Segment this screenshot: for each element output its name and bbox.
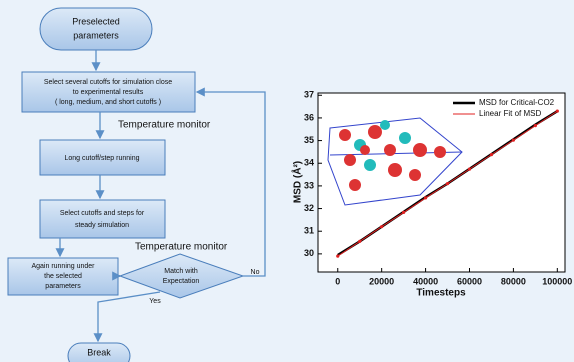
x-axis-label: Timesteps — [416, 288, 466, 299]
annotation: Temperature monitor — [118, 120, 211, 131]
point — [490, 153, 493, 156]
x-tick-label: 40000 — [413, 276, 438, 286]
y-axis-label: MSD (Å²) — [291, 161, 304, 203]
node-text: Preselected — [72, 16, 120, 26]
node-text: ( long, medium, and short cutoffs ) — [55, 99, 161, 106]
point — [534, 124, 537, 127]
y-tick-label: 31 — [304, 226, 314, 236]
point — [468, 168, 471, 171]
point — [424, 196, 427, 199]
x-tick-label: 80000 — [501, 276, 526, 286]
node-text: Expectation — [163, 278, 200, 285]
node-text: Match with — [164, 268, 198, 275]
process-node — [40, 200, 165, 238]
point — [358, 240, 361, 243]
point — [402, 211, 405, 214]
node-text: parameters — [45, 283, 81, 290]
y-tick-label: 33 — [304, 180, 314, 190]
start-node — [40, 8, 152, 50]
chart: MSD (Å²) Timesteps 30 31 32 33 34 35 36 37 0 2000… — [291, 90, 573, 299]
y-tick-label: 32 — [304, 203, 314, 213]
annotation: Temperature monitor — [135, 242, 228, 253]
y-tick-label: 37 — [304, 90, 314, 100]
y-tick-label: 36 — [304, 112, 314, 122]
x-tick-label: 100000 — [542, 276, 572, 286]
edge-label: Yes — [149, 298, 161, 305]
point — [512, 139, 515, 142]
y-tick-label: 30 — [304, 248, 314, 258]
node-text: parameters — [73, 30, 119, 40]
x-tick-label: 60000 — [457, 276, 482, 286]
y-tick-label: 34 — [304, 158, 314, 168]
y-tick-label: 35 — [304, 135, 314, 145]
node-text: Again running under — [31, 263, 95, 270]
x-tick-label: 20000 — [369, 276, 394, 286]
node-text: steady simulation — [75, 222, 129, 229]
node-text: to experimental results — [73, 89, 144, 96]
point — [556, 110, 559, 113]
node-text: Break — [87, 347, 111, 357]
edge-label: No — [251, 269, 260, 276]
legend-label: MSD for Critical-CO2 — [479, 98, 555, 107]
node-text: the selected — [44, 273, 82, 280]
x-tick-label: 0 — [335, 276, 340, 286]
node-text: Select several cutoffs for simulation cl… — [44, 79, 172, 86]
legend-label: Linear Fit of MSD — [479, 109, 541, 118]
node-text: Select cutoffs and steps for — [60, 210, 145, 217]
point — [336, 255, 339, 258]
node-text: Long cutoff/step running — [65, 155, 140, 162]
page: Preselected parameters Select several cu… — [0, 0, 574, 362]
point — [380, 225, 383, 228]
point — [446, 182, 449, 185]
